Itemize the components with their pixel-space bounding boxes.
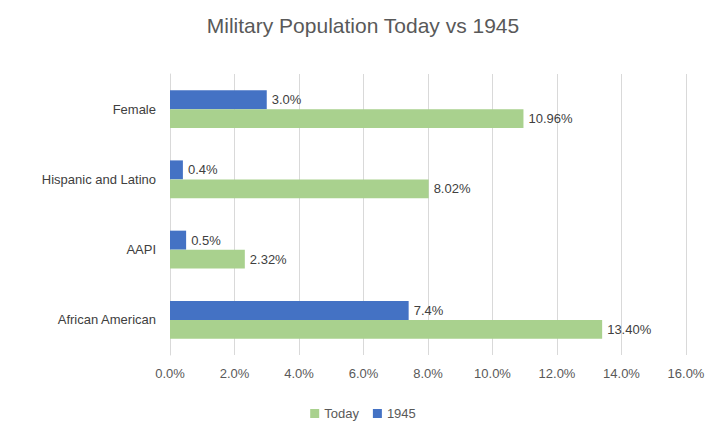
svg-text:2.0%: 2.0% — [220, 366, 250, 381]
svg-text:4.0%: 4.0% — [284, 366, 314, 381]
svg-text:Hispanic and Latino: Hispanic and Latino — [42, 172, 156, 187]
svg-text:6.0%: 6.0% — [349, 366, 379, 381]
svg-text:AAPI: AAPI — [126, 242, 156, 257]
svg-text:African American: African American — [58, 312, 156, 327]
svg-text:1945: 1945 — [387, 406, 416, 421]
svg-text:8.02%: 8.02% — [434, 181, 471, 196]
svg-text:0.4%: 0.4% — [188, 162, 218, 177]
svg-text:Today: Today — [324, 406, 359, 421]
svg-text:Military Population Today vs 1: Military Population Today vs 1945 — [207, 14, 519, 37]
svg-text:2.32%: 2.32% — [250, 252, 287, 267]
svg-text:10.0%: 10.0% — [474, 366, 511, 381]
svg-text:16.0%: 16.0% — [668, 366, 705, 381]
svg-text:0.5%: 0.5% — [191, 233, 221, 248]
svg-text:7.4%: 7.4% — [414, 303, 444, 318]
svg-text:14.0%: 14.0% — [603, 366, 640, 381]
svg-text:8.0%: 8.0% — [413, 366, 443, 381]
svg-text:13.40%: 13.40% — [607, 322, 652, 337]
svg-text:0.0%: 0.0% — [155, 366, 185, 381]
svg-text:10.96%: 10.96% — [528, 111, 573, 126]
svg-text:Female: Female — [113, 102, 156, 117]
svg-text:3.0%: 3.0% — [272, 92, 302, 107]
svg-text:12.0%: 12.0% — [539, 366, 576, 381]
